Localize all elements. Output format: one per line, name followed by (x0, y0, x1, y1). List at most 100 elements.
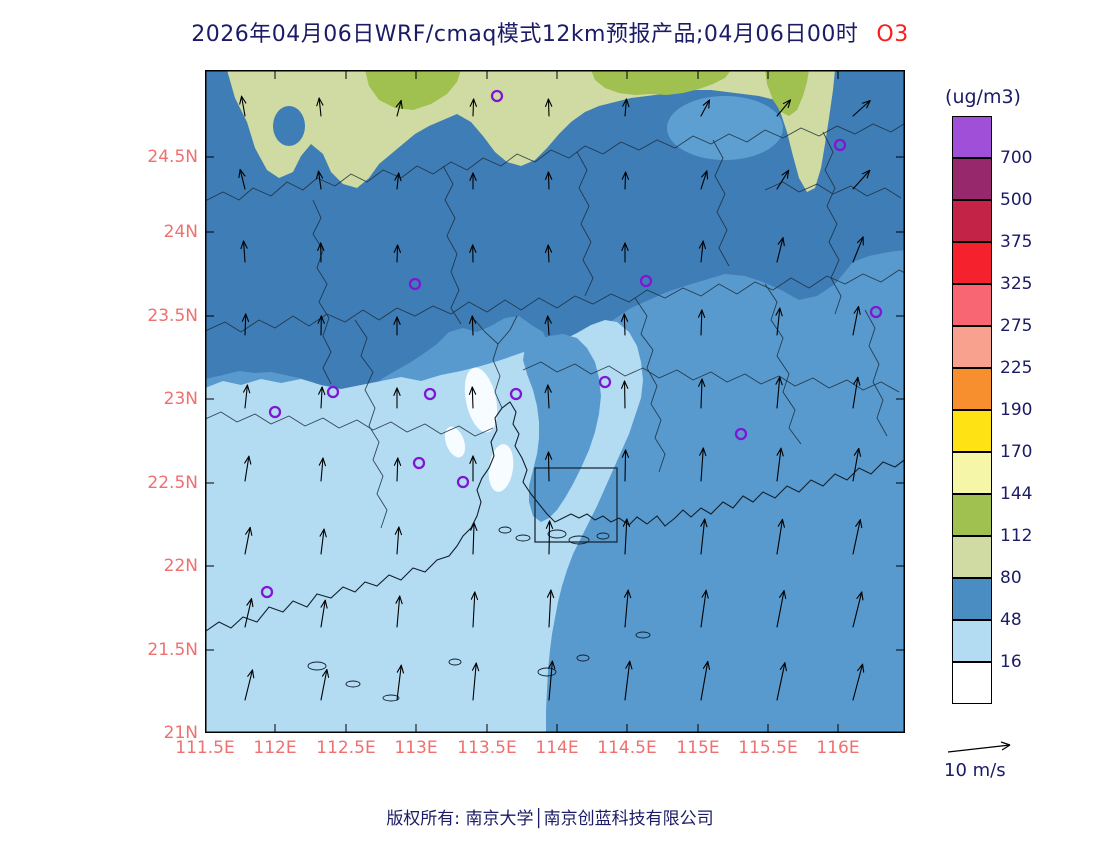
wind-arrow (699, 447, 707, 482)
wind-arrow (852, 591, 864, 628)
wind-arrow (315, 170, 324, 190)
y-axis-tick-label: 22N (163, 556, 198, 576)
y-axis-tick-label: 23N (163, 389, 198, 409)
wind-arrow (624, 660, 633, 701)
colorbar-units-label: (ug/m3) (945, 86, 1021, 108)
contour-region-white-3 (444, 426, 466, 458)
y-axis-tick-label: 22.5N (147, 473, 198, 493)
legend-color-swatch (952, 116, 992, 158)
wind-arrow (241, 313, 250, 336)
legend-color-swatch (952, 536, 992, 578)
legend-level-label: 48 (1000, 610, 1022, 630)
title-species: O3 (876, 22, 909, 47)
wind-arrow (393, 244, 401, 263)
wind-arrow (318, 457, 327, 482)
station-circle-marker (598, 375, 612, 389)
wind-arrow (393, 387, 401, 409)
wind-reference-arrow (947, 741, 1011, 753)
wind-reference-label: 10 m/s (944, 760, 1006, 781)
wind-arrow (621, 242, 629, 263)
forecast-map-canvas (202, 70, 908, 734)
wind-arrow (240, 240, 248, 263)
wind-arrow (470, 522, 478, 555)
wind-arrow (468, 315, 477, 336)
wind-arrow (852, 305, 861, 336)
x-axis-tick-label: 115E (676, 738, 720, 758)
wind-arrow (395, 595, 403, 628)
contour-region-olive-3 (765, 70, 809, 116)
y-axis-tick-label: 21.5N (147, 640, 198, 660)
legend-color-swatch (952, 410, 992, 452)
wind-arrow (544, 244, 553, 263)
legend-level-label: 275 (1000, 316, 1033, 336)
wind-arrow (320, 669, 330, 701)
legend-color-swatch (952, 620, 992, 662)
admin-boundaries (202, 121, 908, 529)
wind-arrow (700, 518, 708, 555)
legend-color-swatch (952, 242, 992, 284)
contour-light-spot-ne (667, 96, 783, 160)
wind-arrow (852, 663, 865, 701)
wind-arrow (621, 171, 629, 190)
wind-arrow (621, 449, 630, 482)
wind-arrow (545, 98, 553, 117)
station-circle-marker (423, 387, 437, 401)
station-circle-marker (734, 427, 748, 441)
legend-level-label: 144 (1000, 484, 1033, 504)
contour-region-khaki-band (227, 70, 835, 192)
station-circle-marker (509, 387, 523, 401)
x-axis-tick-label: 113.5E (457, 738, 517, 758)
wind-arrow (242, 384, 251, 409)
contour-region-olive-2 (591, 70, 731, 95)
wind-arrow (698, 378, 706, 409)
wind-arrow (544, 451, 553, 482)
wind-arrow (238, 169, 246, 190)
station-circle-marker (326, 385, 340, 399)
wind-arrow (469, 455, 477, 482)
wind-arrow (776, 447, 784, 482)
wind-arrow (317, 242, 325, 263)
wind-arrow (852, 447, 862, 482)
wind-arrow (852, 236, 864, 263)
y-axis-tick-label: 23.5N (147, 306, 198, 326)
wind-arrow (700, 589, 709, 628)
wind-arrow (852, 100, 871, 117)
legend-color-swatch (952, 200, 992, 242)
station-circle-marker (833, 138, 847, 152)
wind-arrow (317, 315, 325, 336)
wind-vectors (238, 95, 871, 701)
station-circle-marker (412, 456, 426, 470)
wind-arrow (244, 455, 252, 482)
wind-arrow (620, 380, 629, 409)
legend-color-swatch (952, 662, 992, 704)
wind-arrow (544, 384, 552, 409)
wind-arrow (548, 660, 556, 701)
wind-arrow (544, 315, 552, 336)
wind-arrow (622, 98, 630, 117)
forecast-map (202, 70, 908, 734)
contour-region-white-2 (488, 444, 514, 492)
copyright-footer: 版权所有: 南京大学│南京创蓝科技有限公司 (386, 809, 714, 829)
legend-color-swatch (952, 158, 992, 200)
x-axis-tick-label: 112E (253, 738, 297, 758)
wind-arrow (469, 172, 477, 190)
wind-arrow (700, 99, 711, 117)
wind-arrow (700, 661, 711, 701)
wind-arrow (775, 376, 783, 409)
coastline (202, 401, 908, 634)
legend-color-swatch (952, 326, 992, 368)
x-axis-tick-label: 113E (394, 738, 438, 758)
wind-arrow (469, 98, 477, 117)
wind-arrow (852, 376, 861, 409)
wind-arrow (852, 169, 871, 190)
wind-arrow (470, 591, 479, 628)
contour-region-olive-1 (365, 70, 461, 110)
legend-level-label: 375 (1000, 232, 1033, 252)
wind-arrow (471, 662, 480, 701)
x-axis-tick-label: 115.5E (738, 738, 798, 758)
contour-region-light-blue (205, 320, 643, 733)
wind-arrow (394, 526, 403, 555)
legend-level-label: 170 (1000, 442, 1033, 462)
inset-box (534, 467, 618, 543)
